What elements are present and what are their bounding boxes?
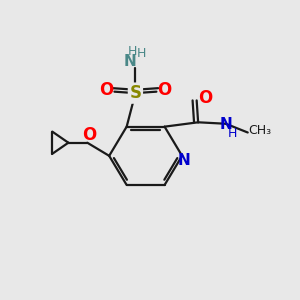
Text: N: N [220,117,233,132]
Text: H: H [128,45,137,58]
Text: H: H [137,47,146,60]
Text: H: H [228,128,237,140]
Text: S: S [129,84,141,102]
Text: CH₃: CH₃ [248,124,272,137]
Text: O: O [158,81,172,99]
Text: O: O [82,125,96,143]
Text: O: O [99,81,113,99]
Text: N: N [178,153,191,168]
Text: N: N [124,53,136,68]
Text: O: O [198,89,212,107]
